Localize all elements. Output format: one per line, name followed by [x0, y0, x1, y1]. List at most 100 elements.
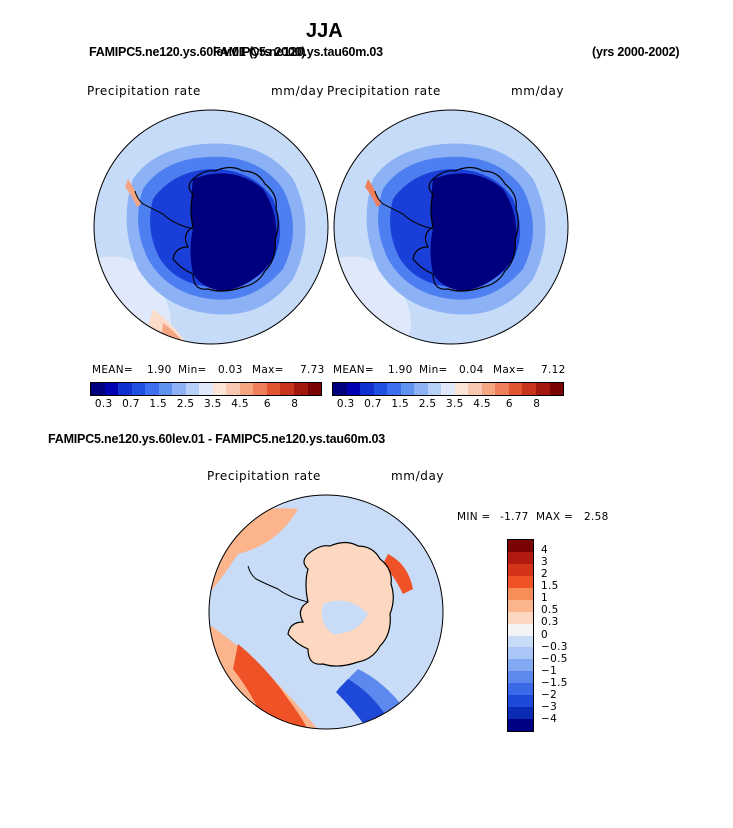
- right-case-header: (yrs 2000-2002): [592, 45, 680, 59]
- colorbar-swatch: [508, 551, 533, 564]
- colorbar-tick-label: 6: [505, 398, 513, 410]
- diff-min-value: -1.77: [500, 511, 529, 523]
- colorbar-tick-label: 4.5: [231, 398, 249, 410]
- colorbar-swatch: [185, 383, 200, 395]
- colorbar-swatch: [131, 383, 146, 395]
- diff-units-label: mm/day: [391, 469, 445, 483]
- colorbar-tick-label: 0.7: [364, 398, 382, 410]
- colorbar-label: 0.3: [541, 616, 559, 629]
- colorbar-label: 0: [541, 628, 548, 641]
- left-polar-map: [93, 109, 329, 345]
- right-peninsula-patch: [365, 179, 381, 207]
- colorbar-swatch: [427, 383, 442, 395]
- page-title: JJA: [306, 20, 343, 42]
- colorbar-label: 1.5: [541, 580, 559, 593]
- left-max-value: 7.73: [300, 364, 325, 376]
- colorbar-swatch: [280, 383, 294, 395]
- diff-colorbar: [507, 539, 534, 732]
- colorbar-swatch: [360, 383, 374, 395]
- colorbar-tick-label: 4.5: [473, 398, 491, 410]
- left-variable-label: Precipitation rate: [87, 84, 201, 98]
- right-polar-map: [333, 109, 569, 345]
- left-colorbar-ticks: 0.3 0.7 1.5 2.5 3.5 4.5 6 8: [90, 398, 322, 412]
- colorbar-label: −2: [541, 688, 558, 701]
- right-max-label: Max=: [493, 364, 525, 376]
- colorbar-swatch: [212, 383, 227, 395]
- colorbar-label: 3: [541, 556, 548, 569]
- diff-peninsula-line: [247, 565, 309, 603]
- right-mean-label: MEAN=: [333, 364, 375, 376]
- colorbar-tick-label: 0.3: [94, 398, 113, 410]
- colorbar-tick-label: 1.5: [149, 398, 168, 410]
- colorbar-tick-label: 8: [533, 398, 541, 410]
- left-mean-label: MEAN=: [92, 364, 134, 376]
- colorbar-label: 4: [541, 544, 548, 557]
- colorbar-swatch: [535, 383, 550, 395]
- colorbar-swatch: [307, 383, 322, 395]
- colorbar-swatch: [454, 383, 469, 395]
- colorbar-swatch: [333, 383, 347, 395]
- left-colorbar: [90, 382, 322, 396]
- colorbar-swatch: [145, 383, 159, 395]
- right-max-value: 7.12: [541, 364, 566, 376]
- colorbar-swatch: [549, 383, 564, 395]
- diff-variable-label: Precipitation rate: [207, 469, 321, 483]
- colorbar-swatch: [158, 383, 173, 395]
- colorbar-swatch: [508, 587, 533, 600]
- diff-title: FAMIPC5.ne120.ys.60lev.01 - FAMIPC5.ne12…: [48, 432, 386, 446]
- colorbar-swatch: [387, 383, 401, 395]
- colorbar-swatch: [172, 383, 186, 395]
- right-min-label: Min=: [419, 364, 448, 376]
- colorbar-swatch: [118, 383, 132, 395]
- right-mean-value: 1.90: [388, 364, 413, 376]
- right-colorbar: [332, 382, 564, 396]
- colorbar-label: 0.5: [541, 604, 559, 617]
- colorbar-swatch: [508, 599, 533, 612]
- colorbar-swatch: [293, 383, 308, 395]
- colorbar-label: −1.5: [541, 676, 568, 689]
- colorbar-label: −4: [541, 712, 558, 725]
- right-min-value: 0.04: [459, 364, 484, 376]
- colorbar-swatch: [414, 383, 428, 395]
- colorbar-tick-label: 3.5: [446, 398, 464, 410]
- right-coastline: [412, 166, 519, 292]
- colorbar-swatch: [104, 383, 119, 395]
- left-coastline: [172, 166, 279, 292]
- colorbar-swatch: [91, 383, 105, 395]
- colorbar-swatch: [239, 383, 254, 395]
- colorbar-swatch: [522, 383, 536, 395]
- colorbar-swatch: [508, 719, 533, 731]
- colorbar-label: −3: [541, 700, 558, 713]
- left-min-label: Min=: [178, 364, 207, 376]
- colorbar-tick-label: 2.5: [176, 398, 195, 410]
- colorbar-swatch: [508, 683, 533, 696]
- colorbar-label: −0.5: [541, 652, 568, 665]
- diff-max-label: MAX =: [536, 511, 574, 523]
- colorbar-label: −1: [541, 664, 558, 677]
- right-colorbar-ticks: 0.3 0.7 1.5 2.5 3.5 4.5 6 8: [332, 398, 564, 412]
- colorbar-tick-label: 2.5: [418, 398, 437, 410]
- right-variable-label: Precipitation rate: [327, 84, 441, 98]
- colorbar-tick-label: 8: [291, 398, 299, 410]
- right-units-label: mm/day: [511, 84, 565, 98]
- colorbar-swatch: [495, 383, 509, 395]
- colorbar-tick-label: 0.3: [336, 398, 355, 410]
- left-min-value: 0.03: [218, 364, 243, 376]
- colorbar-swatch: [400, 383, 415, 395]
- colorbar-swatch: [508, 695, 533, 708]
- colorbar-swatch: [441, 383, 455, 395]
- colorbar-swatch: [373, 383, 388, 395]
- left-max-label: Max=: [252, 364, 284, 376]
- colorbar-label: 1: [541, 592, 548, 605]
- colorbar-swatch: [508, 540, 533, 552]
- colorbar-swatch: [468, 383, 482, 395]
- colorbar-swatch: [199, 383, 213, 395]
- colorbar-swatch: [508, 647, 533, 660]
- colorbar-swatch: [508, 383, 523, 395]
- colorbar-label: 2: [541, 568, 548, 581]
- diff-coastline: [287, 541, 394, 667]
- colorbar-tick-label: 3.5: [204, 398, 222, 410]
- right-peninsula-line: [374, 190, 434, 230]
- colorbar-swatch: [508, 611, 533, 624]
- colorbar-swatch: [226, 383, 240, 395]
